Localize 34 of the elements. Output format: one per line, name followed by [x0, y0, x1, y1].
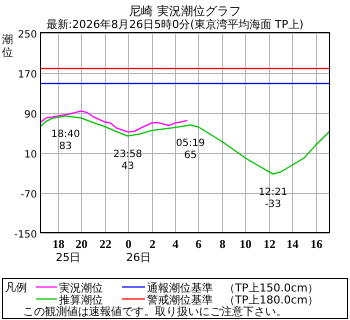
x-tick-label: 22: [100, 237, 112, 251]
x-tick-label: 2: [150, 237, 156, 251]
text: 25日: [56, 251, 81, 264]
x-tick-label: 14: [286, 237, 298, 251]
annotation: 12:21 -33: [258, 187, 288, 210]
x-tick-label: 16: [310, 237, 322, 251]
y-tick-label: 170: [18, 70, 37, 80]
x-tick-label: 0: [126, 237, 132, 251]
legend-label: 実況潮位: [59, 282, 103, 294]
y-tick-label: 10: [24, 150, 37, 160]
annotation: 18:40 83: [51, 129, 80, 152]
text: 26日: [126, 251, 152, 264]
legend-label: 推算潮位: [59, 294, 103, 306]
annotation: 23:58 43: [113, 149, 142, 172]
legend-title: 凡例: [5, 281, 27, 294]
x-tick-label: 18: [52, 237, 64, 251]
y-axis-title: 潮位: [2, 33, 13, 59]
x-tick-label: 10: [240, 237, 252, 251]
y-tick-label: 250: [18, 30, 37, 40]
y-tick-label: -150: [14, 230, 37, 240]
chart-title: 尼崎 実況潮位グラフ: [129, 4, 241, 18]
y-tick-label: 90: [24, 110, 37, 120]
annotation: 05:19 65: [176, 138, 205, 161]
x-tick-label: 12: [264, 237, 276, 251]
x-tick-label: 8: [220, 237, 226, 251]
x-tick-label: 4: [172, 237, 178, 251]
x-tick-label: 6: [196, 237, 202, 251]
line-series: [40, 115, 330, 175]
y-tick-label: -70: [20, 190, 37, 200]
text: この観測値は速報値です。取り扱いにご注意下さい。: [23, 305, 287, 318]
legend-label: 警戒潮位基準 （TP上180.0cm）: [147, 294, 319, 306]
legend-label: 通報潮位基準 （TP上150.0cm）: [147, 282, 319, 294]
chart-subtitle: 最新:2026年8月26日5時0分(東京湾平均海面 TP上): [46, 18, 304, 31]
x-tick-label: 20: [76, 237, 88, 251]
